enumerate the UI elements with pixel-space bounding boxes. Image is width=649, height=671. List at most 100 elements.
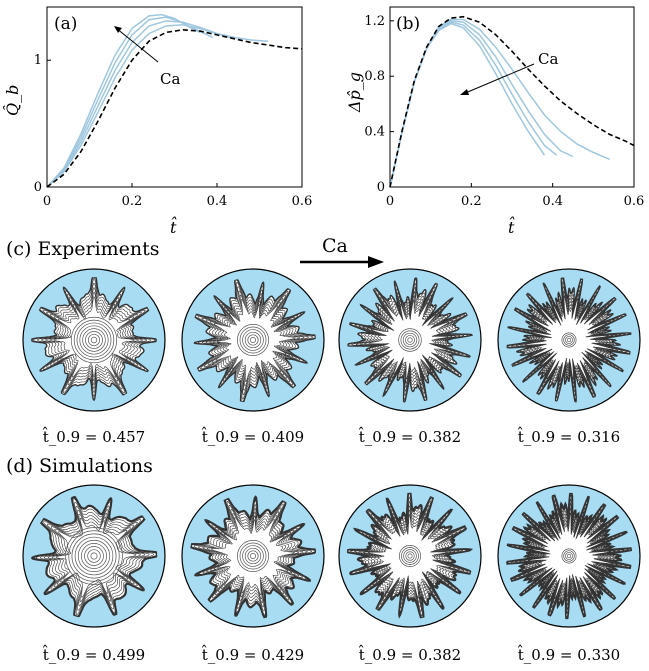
panel-b-ticks: 0 0.2 0.4 0.6 0 0.4 0.8 1.2 (364, 14, 644, 209)
inner-ring (563, 334, 575, 346)
x-tick-label: 0.4 (207, 194, 228, 209)
inner-ring (239, 326, 267, 354)
inner-ring (561, 548, 577, 564)
series-line-4 (46, 23, 269, 188)
inner-ring (401, 547, 419, 565)
panel-a-frame (46, 6, 303, 188)
panel-b-series (389, 15, 635, 188)
panel-b-label: (b) (396, 14, 420, 34)
x-tick-label: 0.6 (292, 194, 313, 209)
inner-ring (74, 536, 114, 576)
x-tick-label: 0 (43, 194, 51, 209)
inner-ring (566, 553, 572, 559)
panel-a-xlabel: t̂ (170, 217, 177, 237)
y-tick-label: 1 (34, 53, 42, 68)
inner-ring (81, 543, 107, 569)
experiment-disk-3 (338, 268, 482, 412)
inner-ring (565, 336, 573, 344)
inner-ring (400, 330, 420, 350)
inner-ring (77, 539, 111, 573)
growth-contour (213, 298, 296, 383)
panel-b-frame (389, 6, 635, 188)
experiment-disk-2 (181, 268, 325, 412)
inner-ring (403, 549, 417, 563)
series-line-3 (46, 20, 235, 188)
simulation-caption-4: t̂_0.9 = 0.330 (517, 645, 620, 664)
inner-ring (82, 328, 106, 352)
experiment-disk-4 (497, 268, 641, 412)
panel-b-ylabel: Δp̂_g (345, 72, 364, 113)
inner-ring (71, 533, 117, 579)
panel-a-ca-label: Ca (160, 70, 180, 88)
experiments-label: (c) Experiments (6, 238, 160, 260)
inner-ring (407, 337, 413, 343)
panel-a-ylabel: Q̂_b (3, 85, 22, 116)
inner-ring (247, 334, 259, 346)
panel-a-label: (a) (54, 14, 77, 34)
inner-ring (76, 322, 112, 358)
series-line-1 (389, 22, 546, 188)
panel-a-ca-arrow (115, 27, 159, 63)
experiment-caption-2: t̂_0.9 = 0.409 (201, 427, 304, 446)
experiment-disks (22, 268, 641, 412)
panel-a-series (46, 13, 303, 188)
inner-ring (84, 546, 104, 566)
ca-direction-arrowhead (368, 256, 384, 268)
inner-ring (90, 552, 98, 560)
inner-ring (85, 331, 103, 349)
simulation-caption-1: t̂_0.9 = 0.499 (42, 645, 145, 664)
simulation-disk-1 (22, 484, 166, 628)
simulation-disk-4 (497, 484, 641, 628)
inner-ring (73, 319, 115, 361)
growth-contour (210, 517, 295, 596)
panel-b-chart: (b) 0 0.2 0.4 0.6 0 0.4 0.8 1.2 Ca t̂ Δp̂_g (345, 6, 644, 237)
panel-a-ticks: 0 0.2 0.4 0.6 0 1 (34, 53, 313, 209)
inner-ring (402, 332, 418, 348)
inner-ring (90, 336, 98, 344)
inner-ring (70, 316, 118, 364)
inner-ring (237, 540, 269, 572)
series-line-4 (389, 18, 610, 188)
panel-a-chart: (a) 0 0.2 0.4 0.6 0 1 Ca t̂ Q̂_b (3, 6, 313, 237)
series-line-5 (46, 28, 303, 188)
x-tick-label: 0 (386, 194, 394, 209)
inner-ring (239, 542, 267, 570)
experiment-caption-4: t̂_0.9 = 0.316 (517, 427, 620, 446)
panel-b-ca-label: Ca (538, 50, 558, 68)
y-tick-label: 1.2 (364, 14, 385, 29)
inner-ring (237, 324, 269, 356)
inner-ring (87, 333, 101, 347)
y-tick-label: 0 (377, 180, 385, 195)
x-tick-label: 0.6 (624, 194, 645, 209)
x-tick-label: 0.2 (461, 194, 482, 209)
series-line-2 (389, 21, 558, 188)
y-tick-label: 0 (34, 180, 42, 195)
x-tick-label: 0.2 (122, 194, 143, 209)
inner-ring (79, 325, 109, 355)
inner-ring (242, 545, 264, 567)
inner-ring (565, 552, 573, 560)
inner-ring (247, 550, 259, 562)
simulation-caption-3: t̂_0.9 = 0.382 (358, 645, 461, 664)
experiment-caption-3: t̂_0.9 = 0.382 (358, 427, 461, 446)
inner-ring (399, 544, 422, 567)
panel-b-ca-arrow (462, 63, 535, 95)
growth-contour (367, 513, 452, 599)
ca-direction-label: Ca (322, 235, 348, 257)
inner-ring (250, 337, 256, 343)
inner-ring (563, 550, 575, 562)
series-line-5 (389, 15, 635, 188)
inner-ring (65, 527, 123, 585)
inner-ring (405, 335, 415, 345)
inner-ring (566, 337, 572, 343)
simulation-disk-3 (338, 484, 482, 628)
inner-ring (244, 331, 262, 349)
simulations-label: (d) Simulations (6, 455, 153, 477)
inner-ring (407, 553, 413, 559)
x-tick-label: 0.4 (542, 194, 563, 209)
experiment-caption-1: t̂_0.9 = 0.457 (42, 427, 145, 446)
panel-a-ca-arrowhead (114, 26, 122, 33)
simulation-caption-2: t̂_0.9 = 0.429 (201, 645, 304, 664)
inner-ring (398, 328, 422, 352)
series-line-2 (46, 16, 214, 188)
